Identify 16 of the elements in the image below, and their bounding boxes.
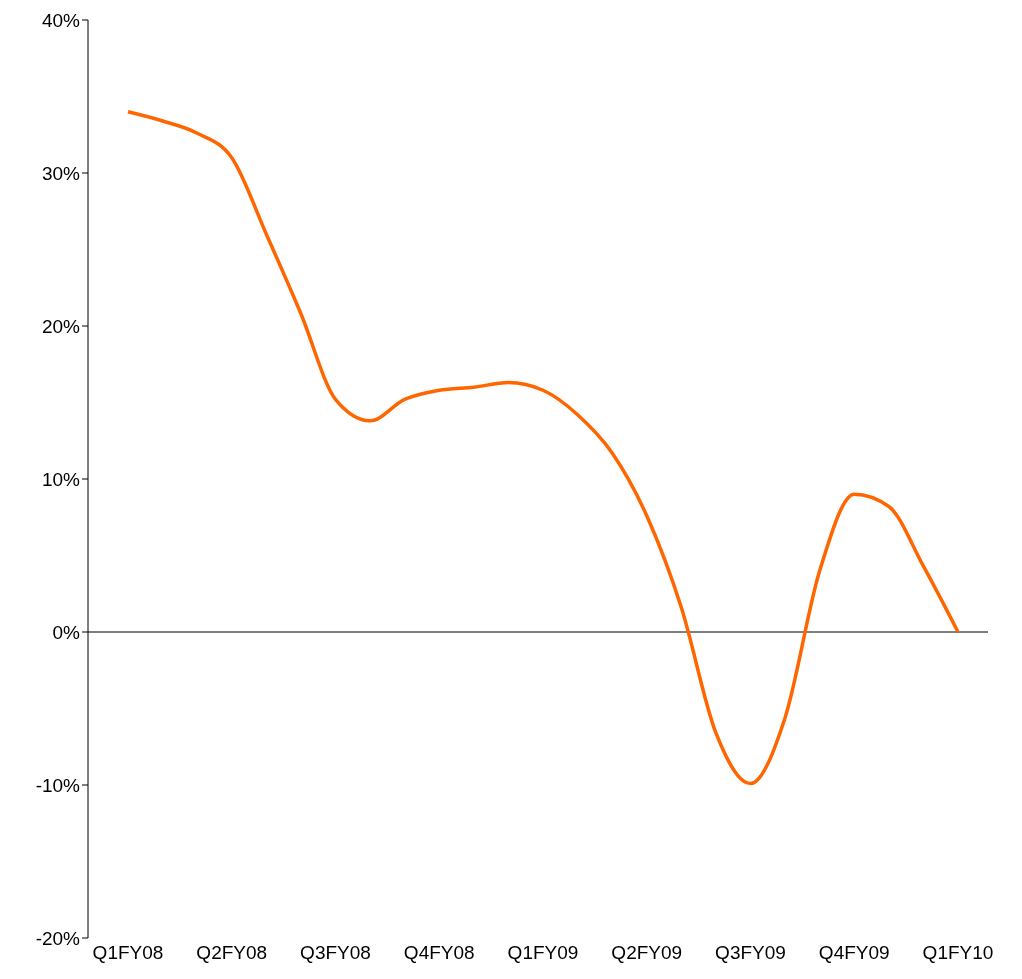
x-tick-label: Q1FY09	[507, 942, 579, 964]
x-tick-label: Q4FY09	[818, 942, 890, 964]
x-tick-label: Q1FY08	[92, 942, 164, 964]
y-tick-label: -10%	[35, 774, 81, 796]
x-tick-label: Q4FY08	[403, 942, 475, 964]
x-tick-label: Q3FY09	[715, 942, 786, 964]
x-tick-label: Q1FY10	[922, 942, 994, 964]
y-tick-label: 0%	[52, 621, 81, 643]
y-tick-label: -20%	[35, 927, 81, 949]
x-tick-label: Q2FY09	[611, 942, 683, 964]
x-tick-label: Q2FY08	[196, 942, 268, 964]
y-tick-label: 30%	[41, 162, 81, 184]
x-tick-label: Q3FY08	[300, 942, 371, 964]
y-tick-label: 20%	[41, 315, 81, 337]
y-tick-label: 40%	[41, 9, 81, 31]
y-tick-label: 10%	[41, 468, 81, 490]
